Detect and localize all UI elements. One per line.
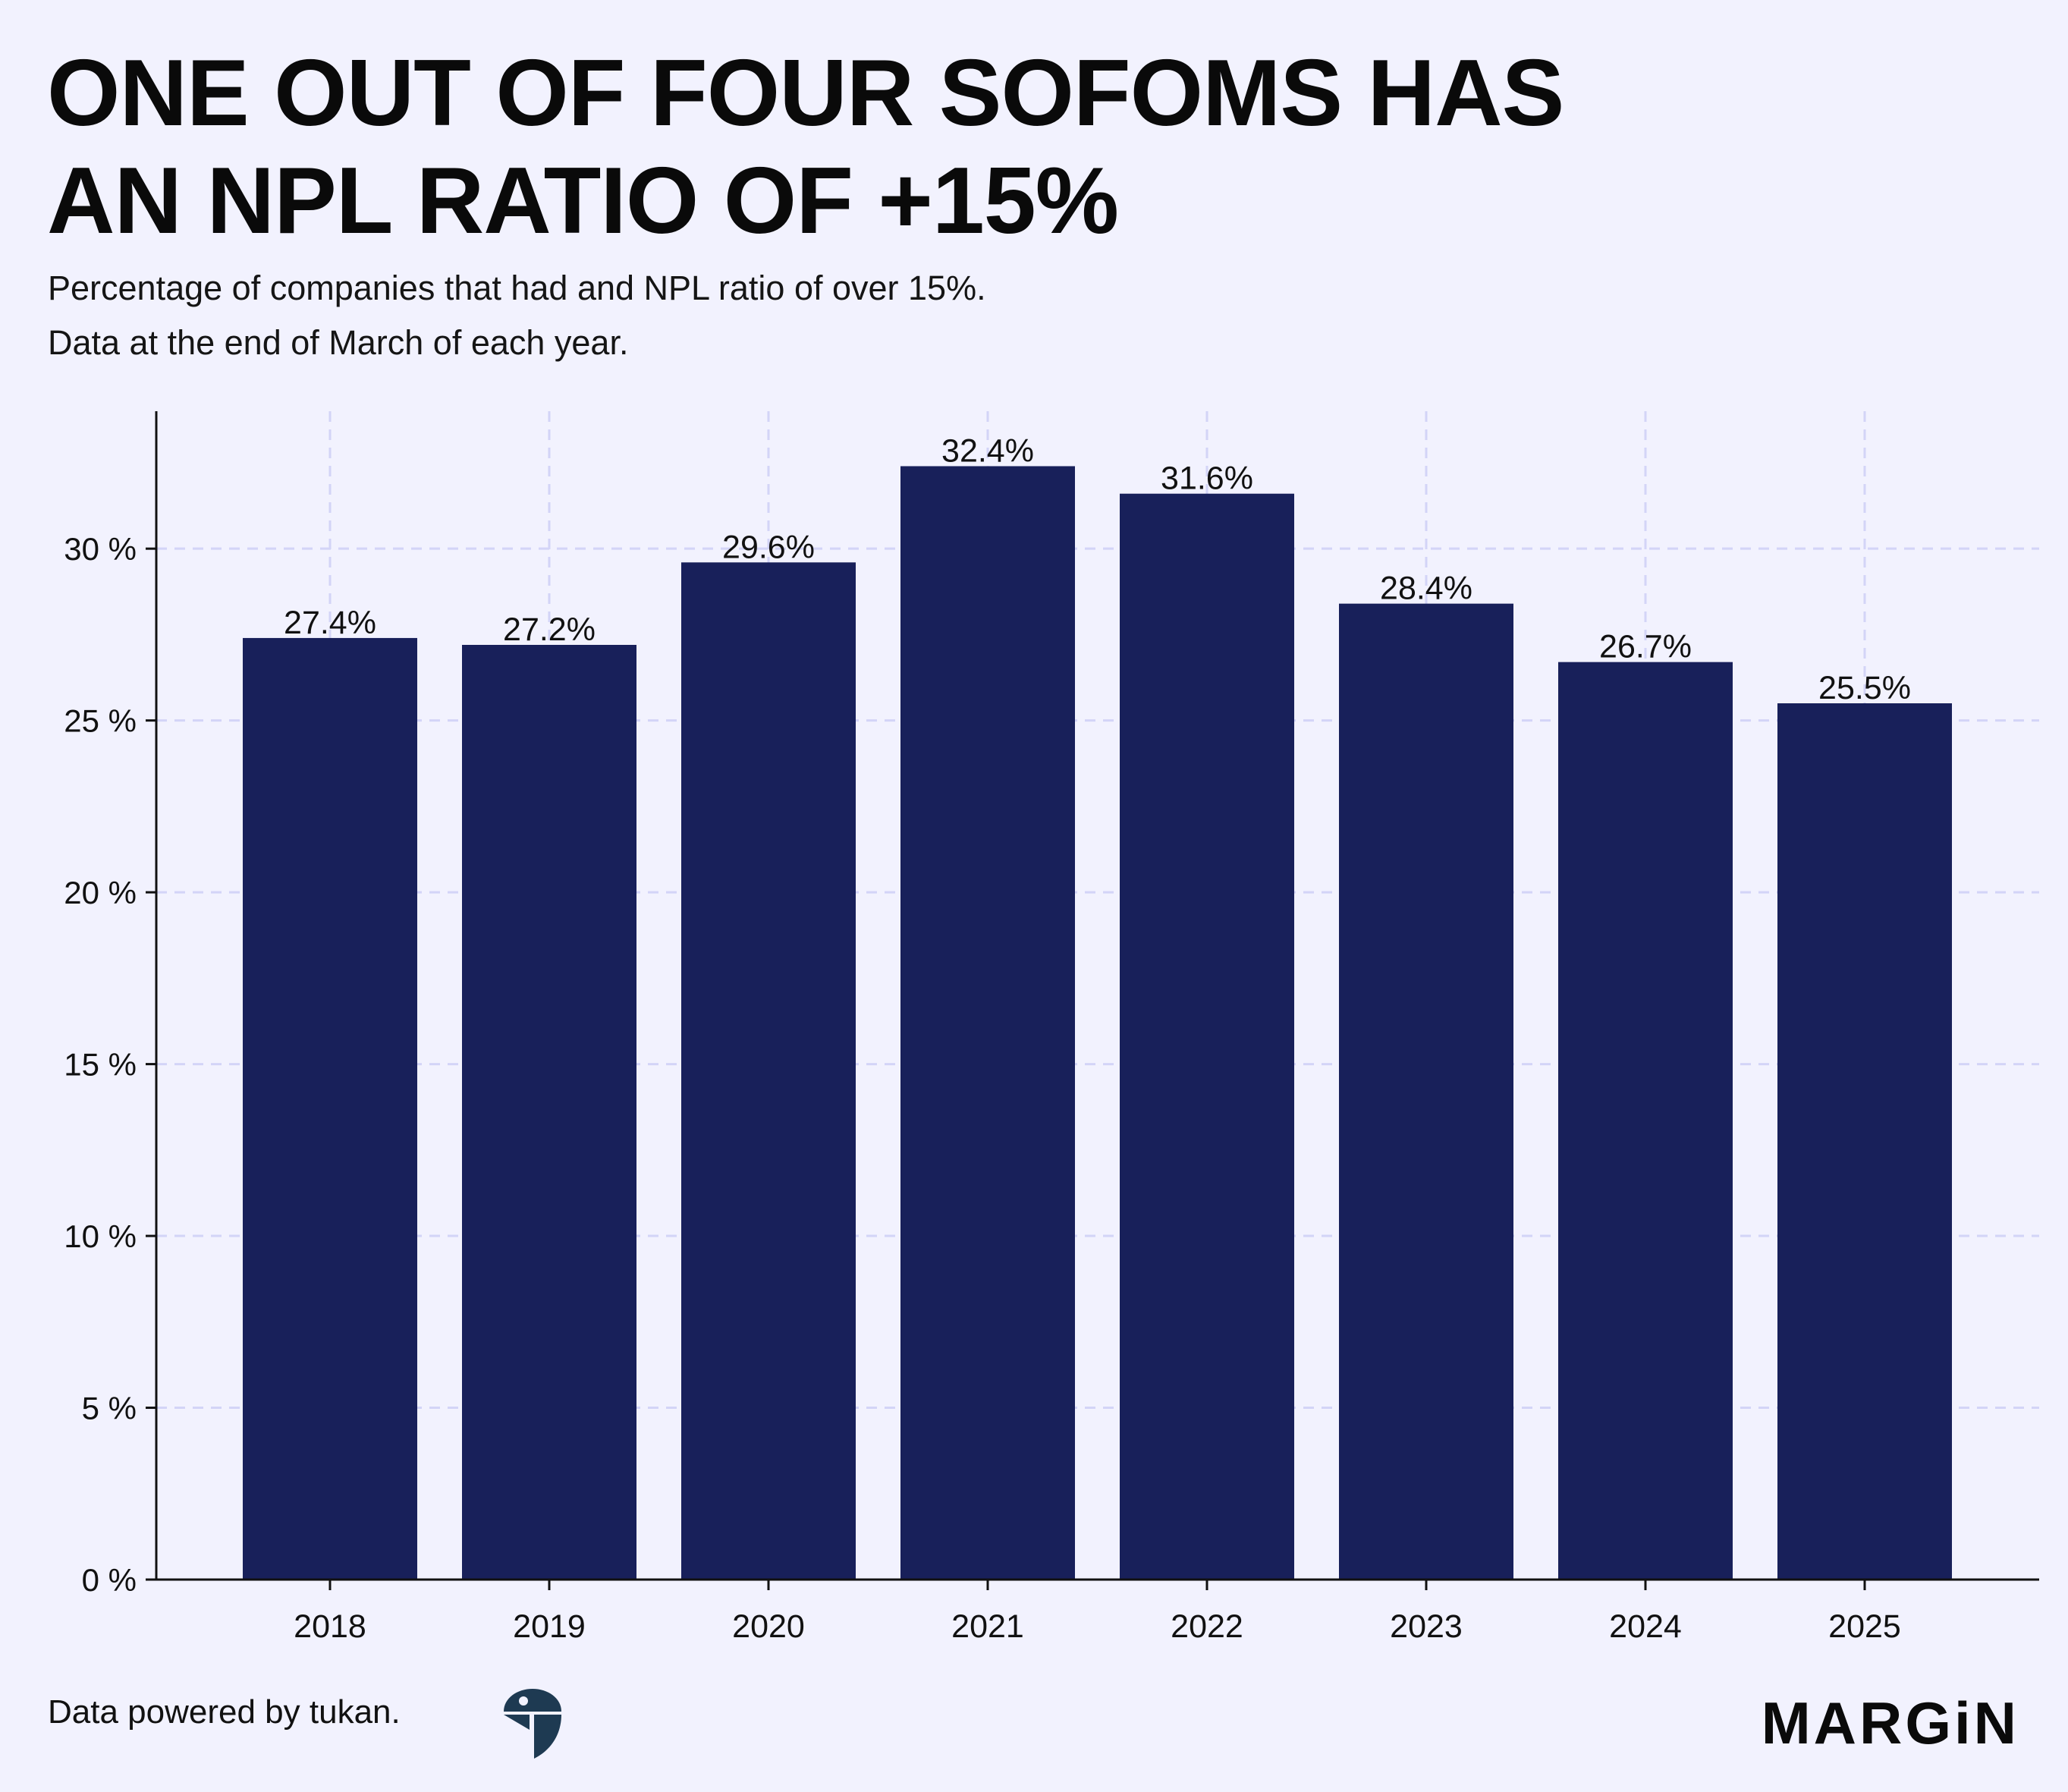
- x-tick-label: 2022: [1171, 1608, 1243, 1645]
- subtitle-line-1: Percentage of companies that had and NPL…: [48, 269, 986, 307]
- y-tick-label: 15 %: [64, 1047, 137, 1083]
- y-tick-label: 25 %: [64, 703, 137, 739]
- tukan-logo-body: [534, 1715, 561, 1759]
- data-label: 27.4%: [284, 605, 376, 641]
- data-label: 32.4%: [941, 432, 1034, 469]
- bar-2020: [681, 562, 856, 1580]
- subtitle-line-2: Data at the end of March of each year.: [48, 323, 629, 362]
- margin-brand-logo: MARGiN: [1761, 1690, 2019, 1756]
- data-source-note: Data powered by tukan.: [48, 1693, 401, 1731]
- bar-2021: [900, 466, 1075, 1580]
- y-tick-label: 0 %: [82, 1562, 137, 1598]
- y-tick-label: 30 %: [64, 531, 137, 567]
- labels: 0 % 5 % 10 % 15 % 20 % 25 % 30 % 2018 2019 2020 20…: [64, 432, 1911, 1645]
- title-line-1: ONE OUT OF FOUR SOFOMS HAS: [47, 41, 1564, 146]
- tukan-logo-eye: [519, 1696, 528, 1706]
- data-label: 29.6%: [722, 529, 815, 565]
- y-tick-label: 5 %: [82, 1391, 137, 1426]
- grid-lines: [156, 411, 2039, 1580]
- x-tick-label: 2023: [1390, 1608, 1463, 1645]
- data-label: 28.4%: [1380, 571, 1472, 607]
- chart-subtitle: Percentage of companies that had and NPL…: [48, 261, 986, 370]
- x-tick-label: 2021: [951, 1608, 1024, 1645]
- bar-2023: [1339, 603, 1513, 1580]
- data-label: 26.7%: [1599, 629, 1692, 665]
- tukan-logo-wing: [504, 1715, 530, 1730]
- x-tick-label: 2020: [732, 1608, 805, 1645]
- bar-2025: [1777, 703, 1952, 1580]
- y-tick-label: 10 %: [64, 1218, 137, 1254]
- x-tick-label: 2019: [513, 1608, 586, 1645]
- chart-title: ONE OUT OF FOUR SOFOMS HAS AN NPL RATIO …: [47, 39, 1564, 255]
- x-tick-label: 2018: [294, 1608, 366, 1645]
- bars: [243, 466, 1952, 1580]
- title-line-2: AN NPL RATIO OF +15%: [47, 149, 1119, 253]
- x-tick-label: 2025: [1828, 1608, 1901, 1645]
- x-tick-label: 2024: [1609, 1608, 1682, 1645]
- bar-2022: [1120, 493, 1294, 1580]
- tukan-bird-icon: [504, 1689, 561, 1759]
- data-label: 31.6%: [1161, 461, 1253, 497]
- data-label: 27.2%: [503, 611, 596, 648]
- bar-2024: [1558, 662, 1733, 1580]
- data-label: 25.5%: [1818, 670, 1911, 706]
- bar-2018: [243, 637, 417, 1580]
- axes: [146, 411, 2039, 1590]
- bar-chart: 0 % 5 % 10 % 15 % 20 % 25 % 30 % 2018 2019 2020 20…: [64, 411, 2039, 1645]
- tukan-logo-head: [504, 1689, 561, 1712]
- bar-2019: [462, 645, 636, 1580]
- y-tick-label: 20 %: [64, 875, 137, 910]
